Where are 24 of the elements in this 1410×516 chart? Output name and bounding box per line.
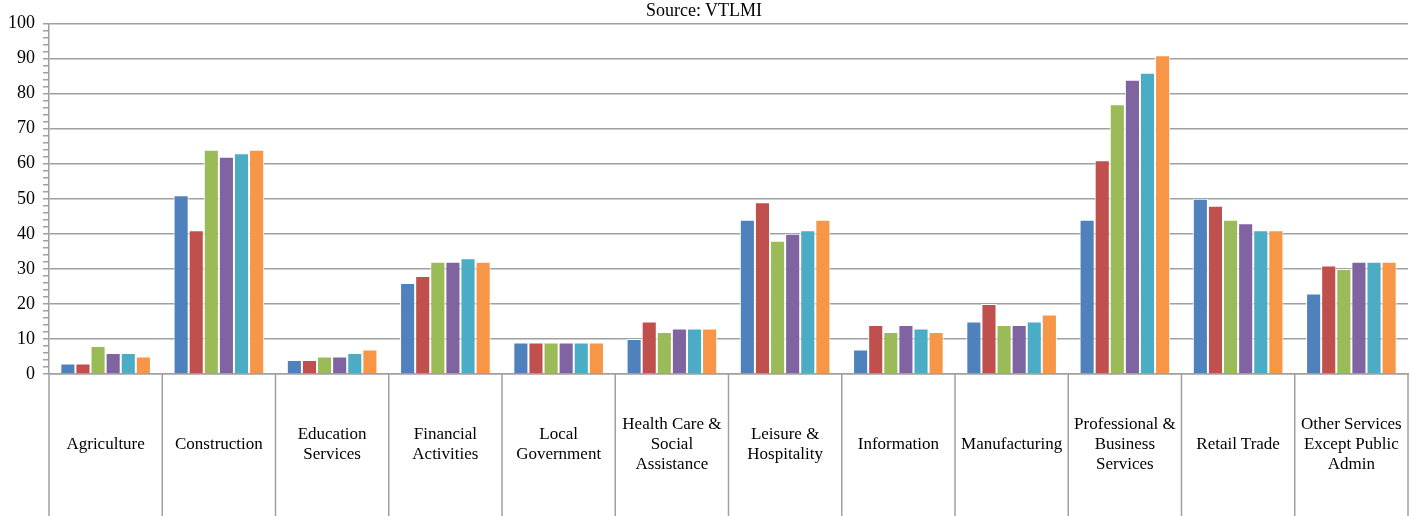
x-tick-label: Education Services [297,424,368,464]
x-tick-label: Manufacturing [961,434,1063,454]
x-tick-label: Construction [174,434,264,454]
y-tick-label: 0 [26,362,35,383]
x-tick-label: Health Care & Social Assistance [622,414,722,474]
x-tick-label: Information [857,434,940,454]
x-tick-label: Agriculture [66,434,145,454]
y-tick-label: 60 [17,152,35,173]
x-tick-label: Leisure & Hospitality [747,424,824,464]
x-tick-label: Local Government [516,424,602,464]
y-tick-label: 70 [17,117,35,138]
x-tick-label: Professional & Business Services [1074,414,1176,474]
y-tick-label: 50 [17,187,35,208]
x-tick-label: Other Services Except Public Admin [1301,414,1402,474]
x-tick-label: Retail Trade [1196,434,1280,454]
y-tick-label: 40 [17,222,35,243]
y-tick-label: 80 [17,82,35,103]
chart-title: Source: VTLMI [645,0,763,20]
y-tick-label: 20 [17,292,35,313]
y-tick-label: 10 [17,327,35,348]
x-tick-label: Financial Activities [412,424,479,464]
y-tick-label: 30 [17,257,35,278]
y-tick-label: 90 [17,47,35,68]
y-tick-label: 100 [8,12,35,33]
